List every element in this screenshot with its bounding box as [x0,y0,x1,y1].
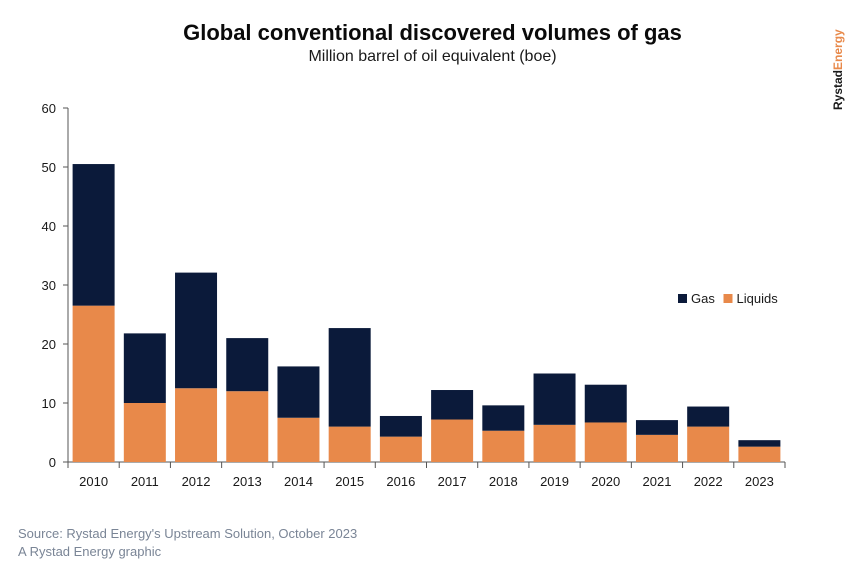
bar-gas-2021 [635,420,678,435]
bar-liquids-2018 [482,430,525,462]
bar-gas-2018 [482,405,525,431]
bar-gas-2012 [175,272,218,389]
bar-liquids-2015 [328,426,371,462]
y-tick-label: 0 [49,455,56,470]
bar-liquids-2017 [431,419,474,462]
bar-liquids-2011 [123,403,166,462]
bar-liquids-2013 [226,391,269,462]
legend-label-gas: Gas [691,291,715,306]
bar-gas-2013 [226,338,269,392]
x-tick-label: 2017 [438,474,467,489]
bar-gas-2015 [328,328,371,427]
chart-subtitle: Million barrel of oil equivalent (boe) [308,48,557,65]
bar-gas-2023 [738,440,781,447]
brand-name-part1: RystadEnergy [831,29,845,110]
y-tick-label: 50 [42,160,56,175]
stacked-bar-chart: 0 10 20 30 40 50 60 2010 2011 2012 2013 2014 2015 201… [42,101,786,489]
bar-gas-2010 [72,164,115,306]
bar-gas-2019 [533,373,576,425]
bar-liquids-2021 [635,434,678,462]
bar-liquids-2012 [175,388,218,462]
y-tick-label: 30 [42,278,56,293]
legend-swatch-liquids [723,294,733,303]
bar-liquids-2014 [277,417,320,462]
x-tick-label: 2019 [540,474,569,489]
source-note: Source: Rystad Energy's Upstream Solutio… [18,526,358,541]
legend-swatch-gas [678,294,687,303]
x-tick-label: 2018 [489,474,518,489]
x-tick-label: 2013 [233,474,262,489]
y-tick-label: 10 [42,396,56,411]
bar-liquids-2019 [533,424,576,462]
bar-liquids-2023 [738,446,781,462]
bar-gas-2017 [431,390,474,420]
bar-gas-2014 [277,366,320,418]
x-tick-label: 2011 [131,474,159,489]
credit-note: A Rystad Energy graphic [18,544,162,559]
bar-gas-2016 [379,415,422,437]
bar-liquids-2010 [72,305,115,462]
x-tick-label: 2015 [335,474,364,489]
rystad-energy-logo: RystadEnergy [831,29,845,110]
x-tick-label: 2023 [745,474,774,489]
bar-liquids-2022 [687,426,730,462]
x-tick-label: 2010 [79,474,108,489]
legend-label-liquids: Liquids [737,291,779,306]
chart-title: Global conventional discovered volumes o… [183,20,682,45]
x-tick-label: 2022 [694,474,723,489]
brand-rystad: Rystad [831,70,845,110]
y-tick-label: 60 [42,101,56,116]
bar-gas-2011 [123,333,166,403]
y-tick-label: 40 [42,219,56,234]
bar-liquids-2020 [584,422,627,462]
x-tick-label: 2016 [386,474,415,489]
x-tick-label: 2012 [182,474,211,489]
brand-energy: Energy [831,29,845,70]
x-tick-label: 2014 [284,474,313,489]
x-tick-label: 2020 [591,474,620,489]
bar-liquids-2016 [379,436,422,462]
y-tick-label: 20 [42,337,56,352]
bar-gas-2020 [584,384,627,423]
footer: Source: Rystad Energy's Upstream Solutio… [18,525,357,561]
x-tick-label: 2021 [643,474,672,489]
bar-gas-2022 [687,406,730,427]
